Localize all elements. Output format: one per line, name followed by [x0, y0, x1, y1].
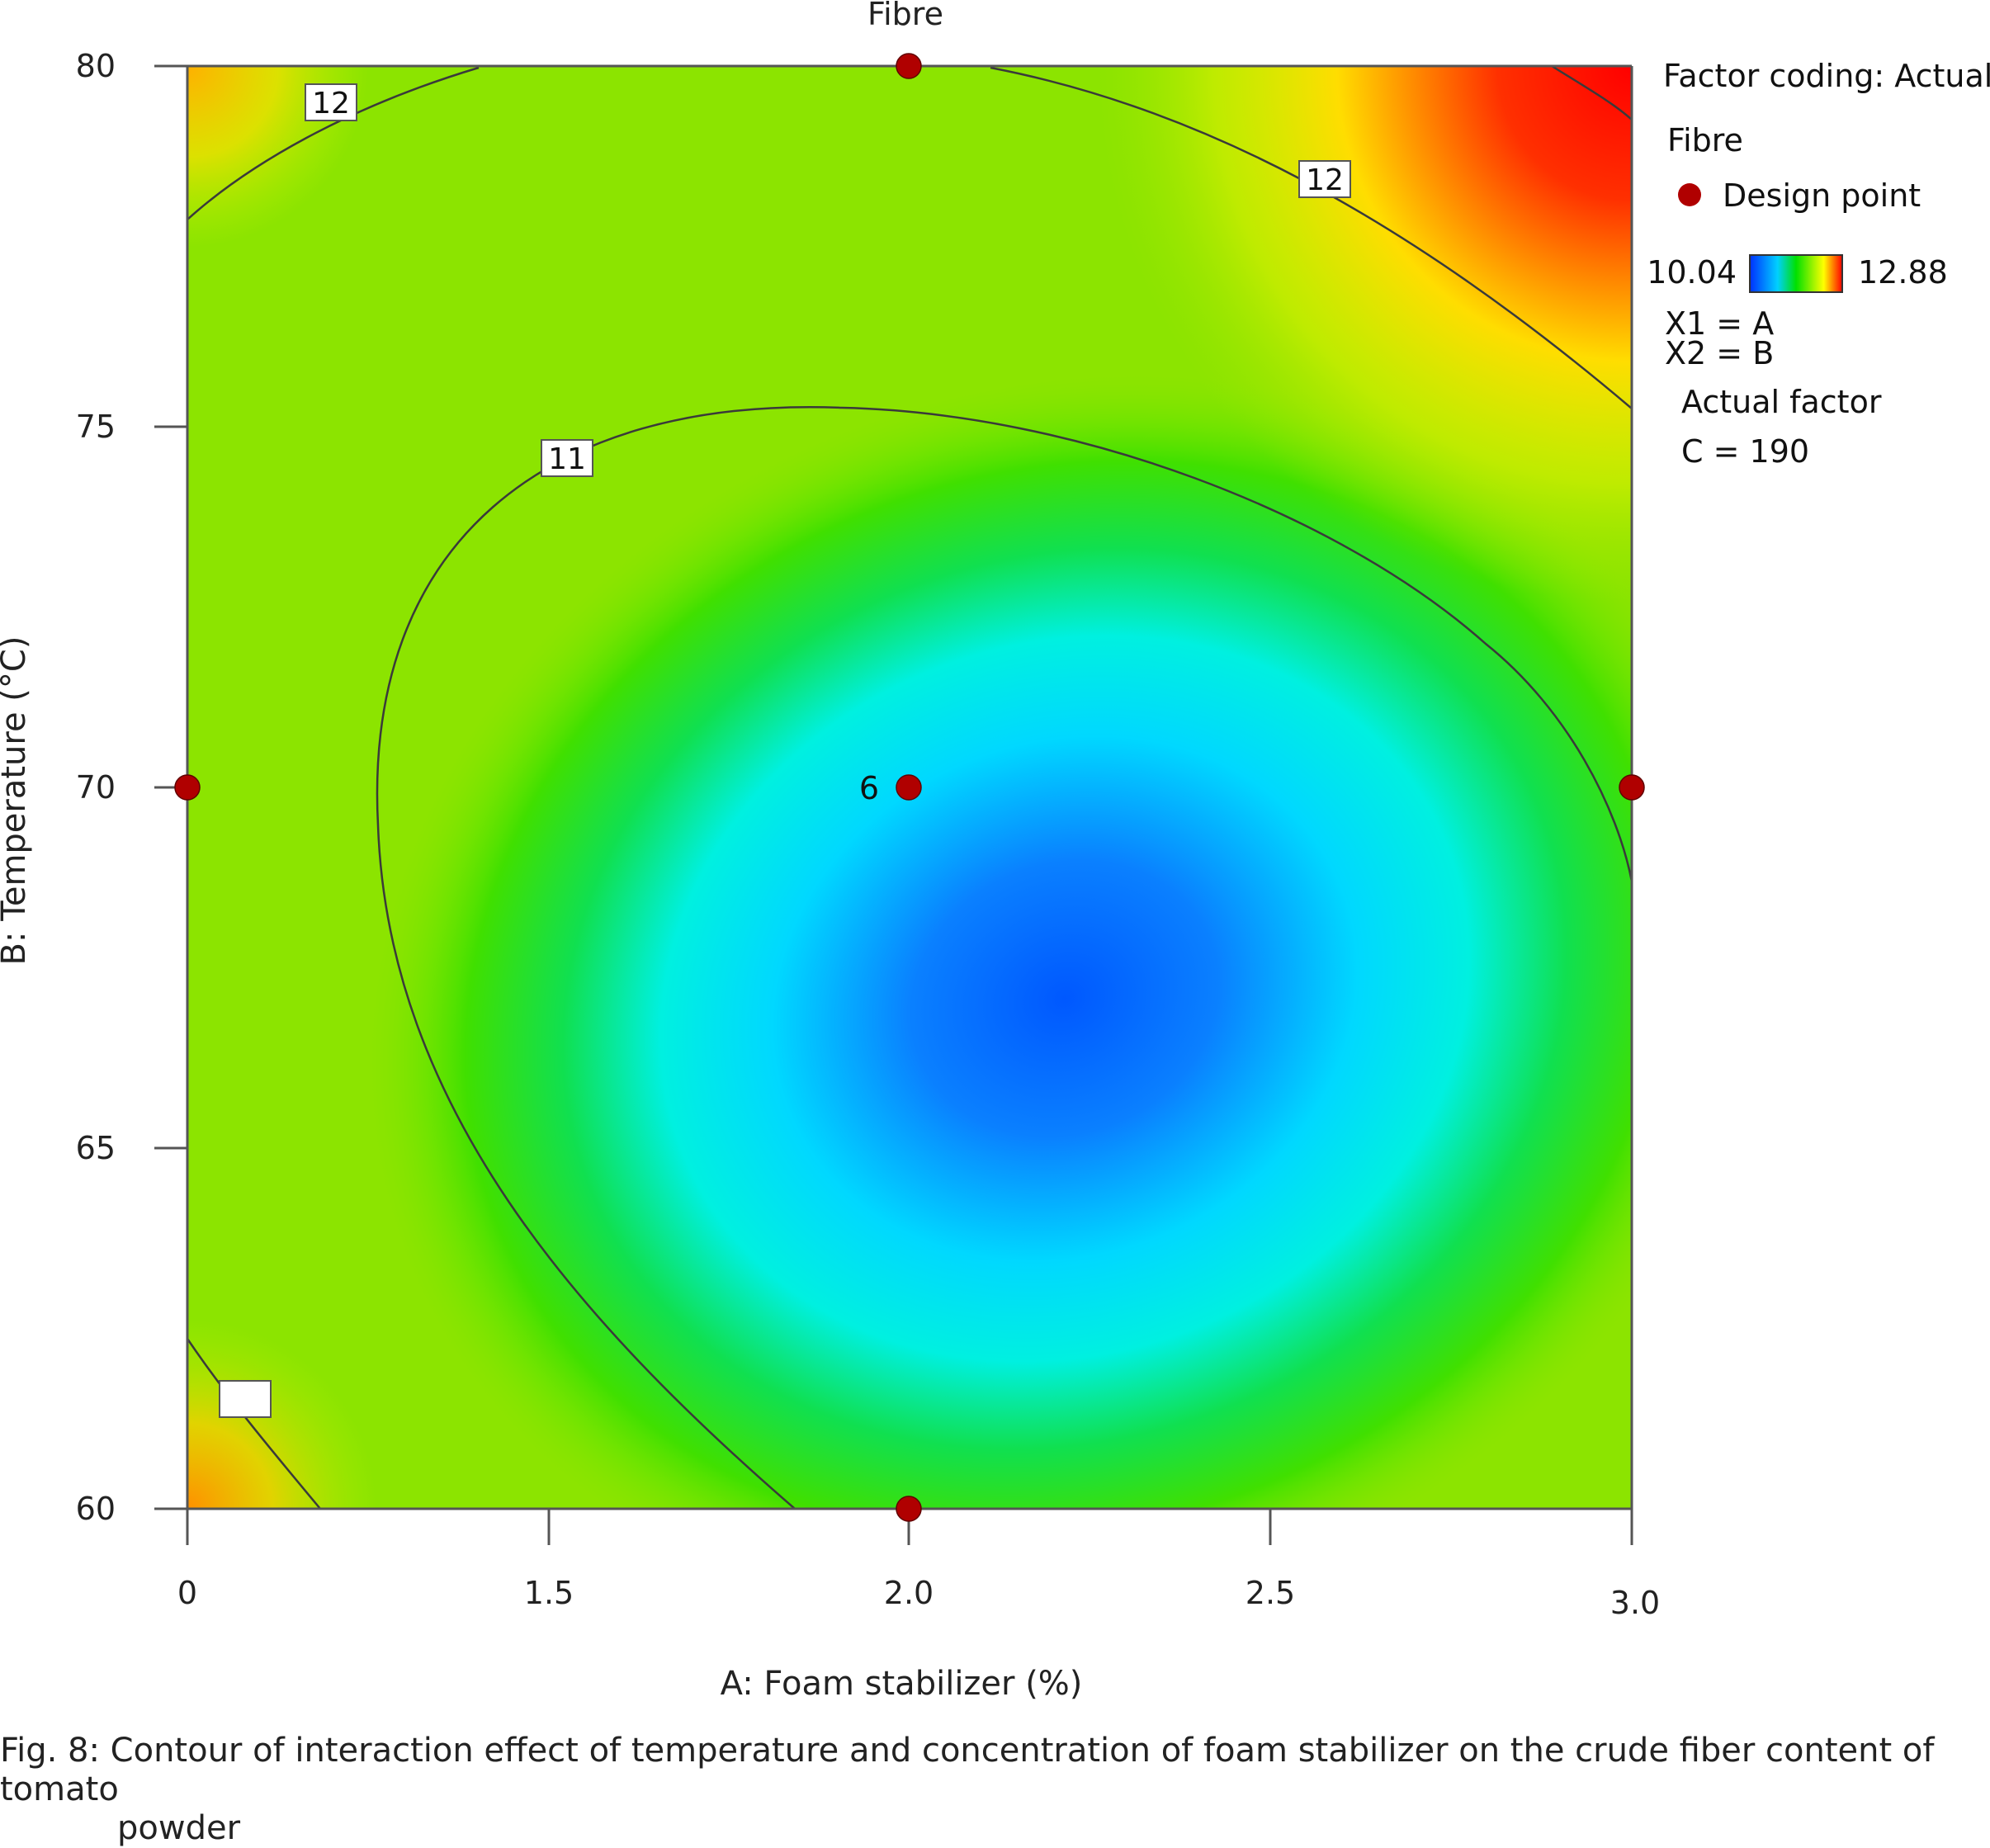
y-axis-label: B: Temperature (°C) [0, 636, 33, 966]
legend-x1: X1 = A [1665, 305, 1774, 342]
y-tick-label-4: 80 [76, 48, 116, 84]
y-tick-label-3: 75 [76, 409, 116, 445]
legend-scale-min: 10.04 [1647, 254, 1737, 291]
x-tick-label-3: 2.5 [1246, 1575, 1295, 1611]
legend-actual-factor-value: C = 190 [1681, 433, 1809, 470]
svg-text:11: 11 [548, 442, 586, 476]
svg-text:12: 12 [312, 87, 350, 121]
contour-line-12-corner [1551, 66, 1632, 121]
legend-response-name: Fibre [1667, 122, 1743, 158]
legend-factor-coding: Factor coding: Actual [1663, 58, 1990, 94]
contour-line-12-bottom-left [187, 1338, 321, 1509]
figure-caption: Fig. 8: Contour of interaction effect of… [0, 1732, 1981, 1848]
legend-design-point-marker [1678, 183, 1701, 206]
chart-title: Fibre [867, 0, 943, 32]
legend-x2: X2 = B [1665, 335, 1774, 371]
contour-line-11 [376, 406, 1632, 1509]
x-axis-label: A: Foam stabilizer (%) [721, 1665, 1083, 1703]
contour-label-12-top-left: 12 [305, 83, 357, 121]
x-tick-label-2: 2.0 [884, 1575, 934, 1611]
design-point-3 [1619, 774, 1645, 801]
contour-label-11: 11 [541, 439, 593, 477]
legend-scale-max: 12.88 [1858, 254, 1948, 291]
legend-actual-factor-heading: Actual factor [1681, 384, 1882, 420]
x-tick-label-0: 0 [177, 1575, 197, 1611]
y-tick-label-1: 65 [76, 1130, 116, 1166]
contour-label-blank [219, 1380, 272, 1418]
caption-line-1: Fig. 8: Contour of interaction effect of… [0, 1732, 1935, 1808]
svg-text:12: 12 [1306, 163, 1344, 197]
design-point-4 [896, 1496, 922, 1522]
caption-line-2: powder [117, 1809, 241, 1847]
legend-design-point-label: Design point [1723, 177, 1921, 214]
legend-color-bar [1749, 254, 1843, 293]
legend-panel: Factor coding: Actual Fibre Design point… [1647, 58, 1990, 470]
y-tick-label-0: 60 [76, 1491, 116, 1527]
contour-line-12-top-left [187, 66, 480, 220]
y-tick-label-2: 70 [76, 769, 116, 806]
design-point-2 [896, 774, 922, 801]
contour-label-12-top-right: 12 [1298, 160, 1351, 198]
contour-figure: 12 12 11 0 1.5 2.0 2.5 3.0 60 65 70 75 80 6 Fibr… [0, 0, 1990, 1703]
design-point-1 [174, 774, 201, 801]
x-tick-label-1: 1.5 [524, 1575, 574, 1611]
x-tick-label-4: 3.0 [1610, 1585, 1660, 1621]
design-point-0 [896, 53, 922, 79]
design-point-label-2: 6 [859, 770, 879, 806]
